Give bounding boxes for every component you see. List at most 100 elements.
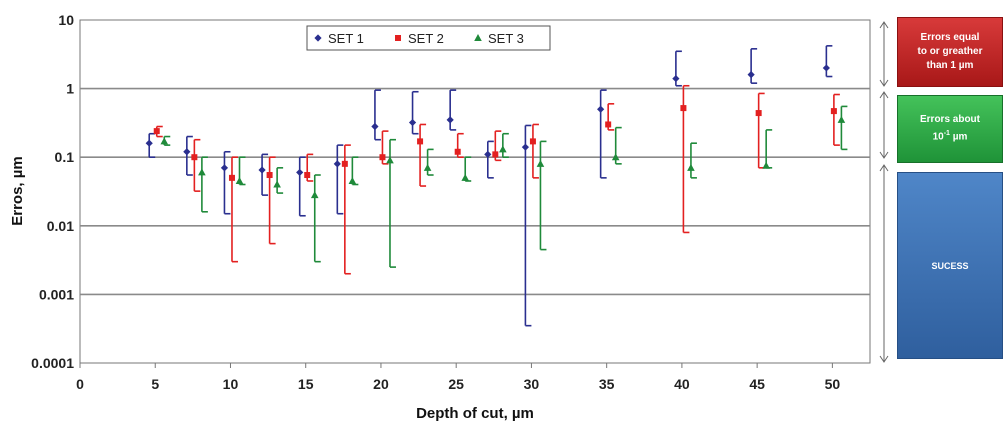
data-point-set1-4 (296, 168, 304, 177)
data-point-set2-3 (266, 172, 273, 179)
data-point-set3-8 (461, 173, 470, 181)
series-1 (145, 45, 833, 327)
arrow-high-top (879, 21, 889, 29)
data-point-set3-3 (273, 180, 281, 188)
x-tick-label: 40 (674, 376, 690, 392)
y-tick-label: 0.001 (39, 286, 74, 302)
data-point-set3-5 (348, 176, 357, 184)
data-point-set2-9 (492, 151, 499, 158)
data-point-set1-7 (408, 118, 417, 127)
data-point-set1-14 (822, 64, 830, 72)
arrow-high-bottom (879, 79, 889, 87)
x-tick-label: 20 (373, 376, 389, 392)
data-point-set3-10 (536, 159, 545, 167)
x-tick-label: 15 (298, 376, 314, 392)
series-2 (153, 84, 840, 275)
data-point-set2-12 (680, 105, 687, 112)
zone-low-label: SUCESS (931, 260, 969, 271)
zone-mid-line1: Errors about (919, 114, 980, 126)
data-point-set1-0 (145, 139, 153, 147)
data-point-set3-2 (235, 176, 244, 184)
x-tick-label: 25 (448, 376, 464, 392)
legend-item-set2: SET 2 (395, 31, 444, 46)
data-point-set1-5 (333, 160, 341, 168)
legend-label-set3: SET 3 (488, 31, 524, 46)
y-axis-title: Erros, µm (9, 156, 26, 226)
zone-mid-exp-base: 10 (932, 131, 944, 143)
x-tick-label: 30 (524, 376, 540, 392)
data-point-set2-13 (755, 110, 762, 117)
legend-marker-set2 (395, 35, 401, 41)
plot-area (79, 19, 871, 364)
data-point-set1-8 (446, 116, 454, 124)
legend-box (306, 25, 551, 51)
series-layer (145, 45, 848, 327)
x-tick-label: 35 (599, 376, 615, 392)
data-point-set2-2 (228, 174, 235, 181)
zone-high-line1: Errors equal (920, 32, 980, 43)
legend-label-set1: SET 1 (328, 31, 364, 46)
y-tick-labels: 10 1 0.1 0.01 0.001 0.0001 (31, 12, 74, 371)
data-point-set1-12 (672, 74, 680, 83)
data-point-set3-13 (762, 161, 770, 169)
arrow-mid-top (879, 91, 889, 99)
data-point-set2-1 (191, 154, 198, 161)
zone-mid-panel: Errors about 10-1 µm (897, 95, 1003, 163)
data-point-set3-1 (198, 168, 206, 176)
data-point-set2-0 (153, 128, 160, 135)
data-point-set3-7 (423, 163, 432, 171)
x-axis-title: Depth of cut, µm (416, 405, 534, 422)
data-point-set3-0 (160, 137, 169, 145)
legend-item-set1: SET 1 (314, 31, 364, 46)
zone-arrows (879, 21, 889, 363)
legend: SET 1 SET 2 SET 3 (306, 25, 551, 51)
data-point-set2-4 (304, 172, 311, 179)
data-point-set2-7 (417, 138, 424, 145)
zone-mid-unit: µm (952, 131, 968, 143)
data-point-set3-6 (386, 156, 394, 164)
y-tick-label: 1 (66, 81, 74, 97)
data-point-set1-10 (521, 143, 530, 151)
data-point-set3-12 (687, 163, 695, 171)
zone-high-panel: Errors equal to or greather than 1 µm (897, 17, 1003, 87)
legend-label-set2: SET 2 (408, 31, 444, 46)
data-point-set3-14 (837, 115, 846, 123)
data-point-set3-9 (499, 145, 507, 153)
data-point-set2-5 (341, 160, 348, 167)
data-point-set3-11 (611, 153, 620, 161)
data-point-set1-2 (220, 164, 229, 172)
arrow-low-bottom (879, 355, 889, 363)
data-point-set1-9 (484, 150, 492, 158)
data-point-set2-11 (605, 121, 612, 128)
arrow-mid-bottom (879, 151, 889, 159)
y-tick-label: 0.0001 (31, 355, 74, 371)
data-point-set1-6 (371, 122, 379, 131)
series-3 (160, 105, 848, 268)
data-point-set1-13 (747, 70, 755, 79)
x-tick-labels: 0 5 10 15 20 25 30 35 40 45 50 (76, 363, 840, 392)
data-point-set2-8 (454, 148, 461, 155)
x-tick-label: 10 (223, 376, 239, 392)
data-point-set1-1 (183, 148, 191, 156)
data-point-set3-4 (310, 191, 319, 199)
x-tick-label: 50 (825, 376, 841, 392)
zone-high-line2: to or greather (917, 46, 983, 57)
legend-marker-set3 (474, 34, 482, 41)
zone-high-line3: than 1 µm (926, 60, 974, 71)
data-point-set2-6 (379, 154, 386, 161)
x-tick-label: 0 (76, 376, 84, 392)
data-point-set2-14 (830, 108, 837, 115)
legend-item-set3: SET 3 (474, 31, 524, 46)
data-point-set1-3 (258, 166, 266, 174)
zone-low-panel: SUCESS (897, 172, 1003, 359)
zone-mid-exp: -1 (943, 130, 950, 138)
legend-marker-set1 (314, 34, 322, 42)
arrow-low-top (879, 164, 889, 172)
y-tick-label: 0.1 (55, 149, 75, 165)
y-tick-label: 0.01 (47, 218, 74, 234)
grid-lines (80, 87, 870, 296)
data-point-set2-10 (529, 138, 536, 145)
x-tick-label: 5 (151, 376, 159, 392)
zone-mid-line2: 10-1 µm (920, 127, 980, 144)
